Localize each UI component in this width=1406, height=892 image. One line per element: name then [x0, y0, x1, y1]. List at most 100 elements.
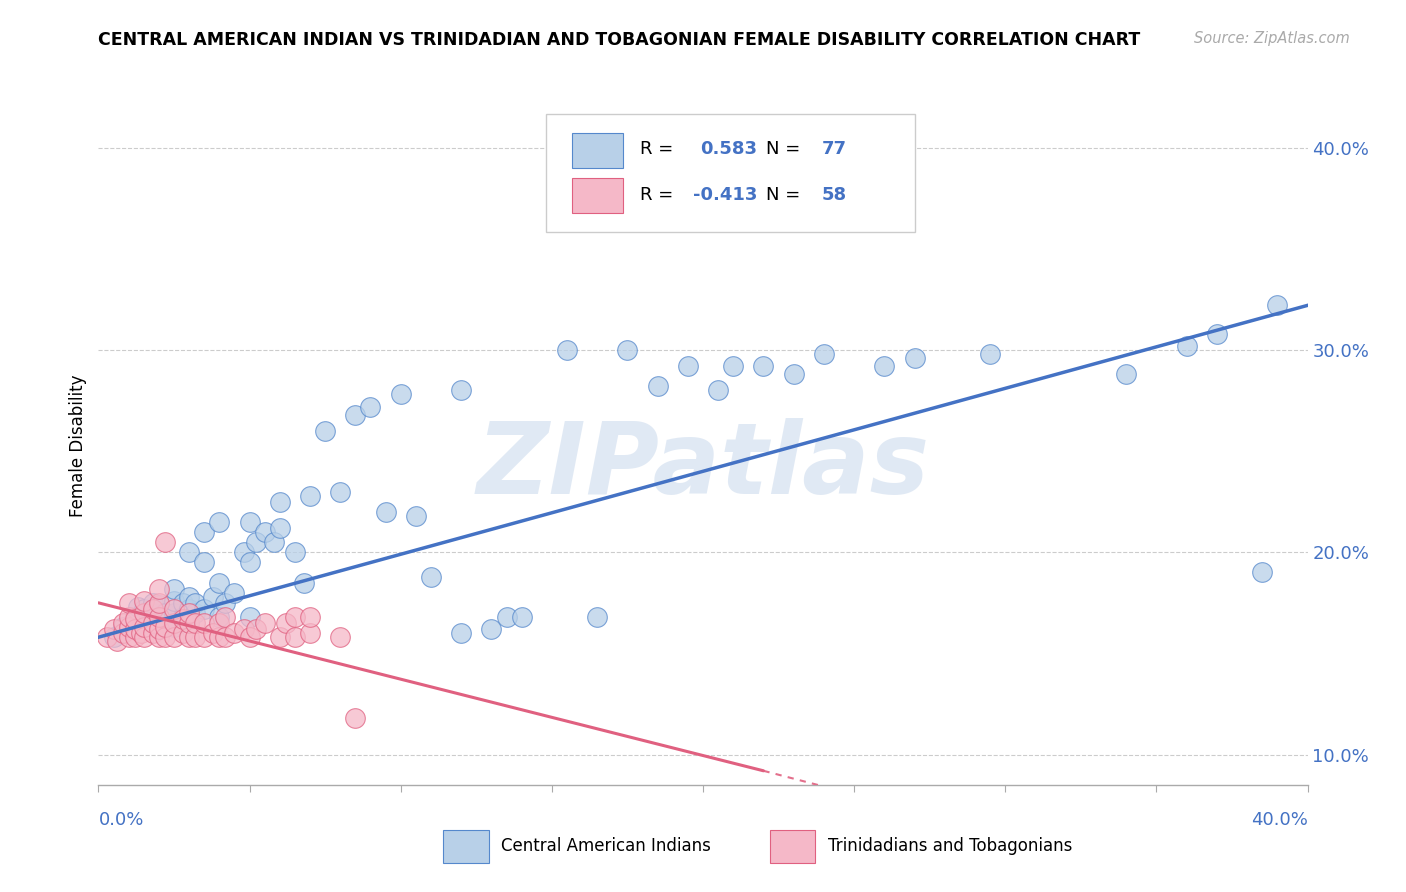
Point: [232, 545, 254, 559]
Point: [177, 616, 201, 631]
Point: [103, 630, 125, 644]
Text: 0.0%: 0.0%: [98, 811, 143, 829]
Text: Trinidadians and Tobagonians: Trinidadians and Tobagonians: [828, 837, 1071, 855]
Point: [253, 524, 276, 539]
Point: [142, 602, 165, 616]
Point: [1115, 367, 1137, 381]
Point: [360, 400, 382, 414]
Point: [904, 351, 927, 365]
Text: ZIPatlas: ZIPatlas: [477, 417, 929, 515]
Point: [329, 630, 352, 644]
Point: [344, 711, 367, 725]
Point: [193, 630, 215, 644]
Point: [555, 343, 578, 357]
Point: [177, 616, 201, 631]
Point: [148, 610, 170, 624]
Point: [148, 596, 170, 610]
Bar: [572, 178, 623, 213]
Point: [245, 535, 267, 549]
Point: [284, 545, 307, 559]
Point: [184, 596, 207, 610]
Text: N =: N =: [766, 140, 806, 158]
Point: [419, 569, 441, 583]
Point: [111, 616, 134, 631]
Point: [1265, 298, 1288, 312]
Point: [269, 494, 291, 508]
Text: Source: ZipAtlas.com: Source: ZipAtlas.com: [1194, 31, 1350, 46]
Point: [96, 630, 118, 644]
Point: [177, 606, 201, 620]
Point: [148, 582, 170, 596]
Point: [118, 620, 141, 634]
Point: [111, 626, 134, 640]
Text: 77: 77: [821, 140, 846, 158]
Point: [132, 630, 155, 644]
Point: [184, 630, 207, 644]
Point: [193, 555, 215, 569]
Point: [405, 508, 427, 523]
Point: [208, 630, 231, 644]
Point: [979, 347, 1001, 361]
Point: [153, 535, 176, 549]
Point: [111, 620, 134, 634]
Point: [142, 596, 165, 610]
Point: [148, 598, 170, 612]
Point: [142, 616, 165, 631]
Point: [132, 594, 155, 608]
Point: [172, 596, 194, 610]
Text: R =: R =: [640, 140, 679, 158]
Point: [177, 590, 201, 604]
Point: [224, 626, 246, 640]
Point: [299, 489, 322, 503]
Point: [873, 359, 896, 373]
Point: [142, 606, 165, 620]
Point: [1206, 326, 1229, 341]
Point: [153, 630, 176, 644]
Point: [124, 612, 146, 626]
Point: [163, 594, 186, 608]
Point: [153, 616, 176, 631]
Point: [142, 626, 165, 640]
Bar: [572, 133, 623, 168]
Point: [193, 616, 215, 631]
Point: [284, 610, 307, 624]
Point: [292, 575, 315, 590]
Point: [153, 606, 176, 620]
Point: [153, 620, 176, 634]
Point: [118, 610, 141, 624]
Text: 58: 58: [821, 186, 846, 204]
Point: [284, 630, 307, 644]
Point: [510, 610, 533, 624]
Point: [148, 630, 170, 644]
Point: [193, 602, 215, 616]
Point: [495, 610, 517, 624]
Point: [232, 622, 254, 636]
Text: CENTRAL AMERICAN INDIAN VS TRINIDADIAN AND TOBAGONIAN FEMALE DISABILITY CORRELAT: CENTRAL AMERICAN INDIAN VS TRINIDADIAN A…: [98, 31, 1140, 49]
Point: [299, 610, 322, 624]
Point: [208, 575, 231, 590]
Point: [374, 505, 396, 519]
Point: [177, 630, 201, 644]
Point: [105, 634, 128, 648]
Text: R =: R =: [640, 186, 679, 204]
Point: [118, 630, 141, 644]
Point: [148, 622, 170, 636]
Point: [118, 622, 141, 636]
Point: [208, 610, 231, 624]
Point: [148, 610, 170, 624]
Point: [813, 347, 835, 361]
Point: [721, 359, 744, 373]
Point: [124, 630, 146, 644]
Point: [163, 620, 186, 634]
Point: [239, 555, 262, 569]
Point: [450, 626, 472, 640]
Point: [172, 610, 194, 624]
Point: [172, 626, 194, 640]
Point: [208, 515, 231, 529]
Point: [269, 521, 291, 535]
Y-axis label: Female Disability: Female Disability: [69, 375, 87, 517]
Point: [214, 630, 236, 644]
Point: [239, 610, 262, 624]
Point: [214, 596, 236, 610]
Point: [299, 626, 322, 640]
